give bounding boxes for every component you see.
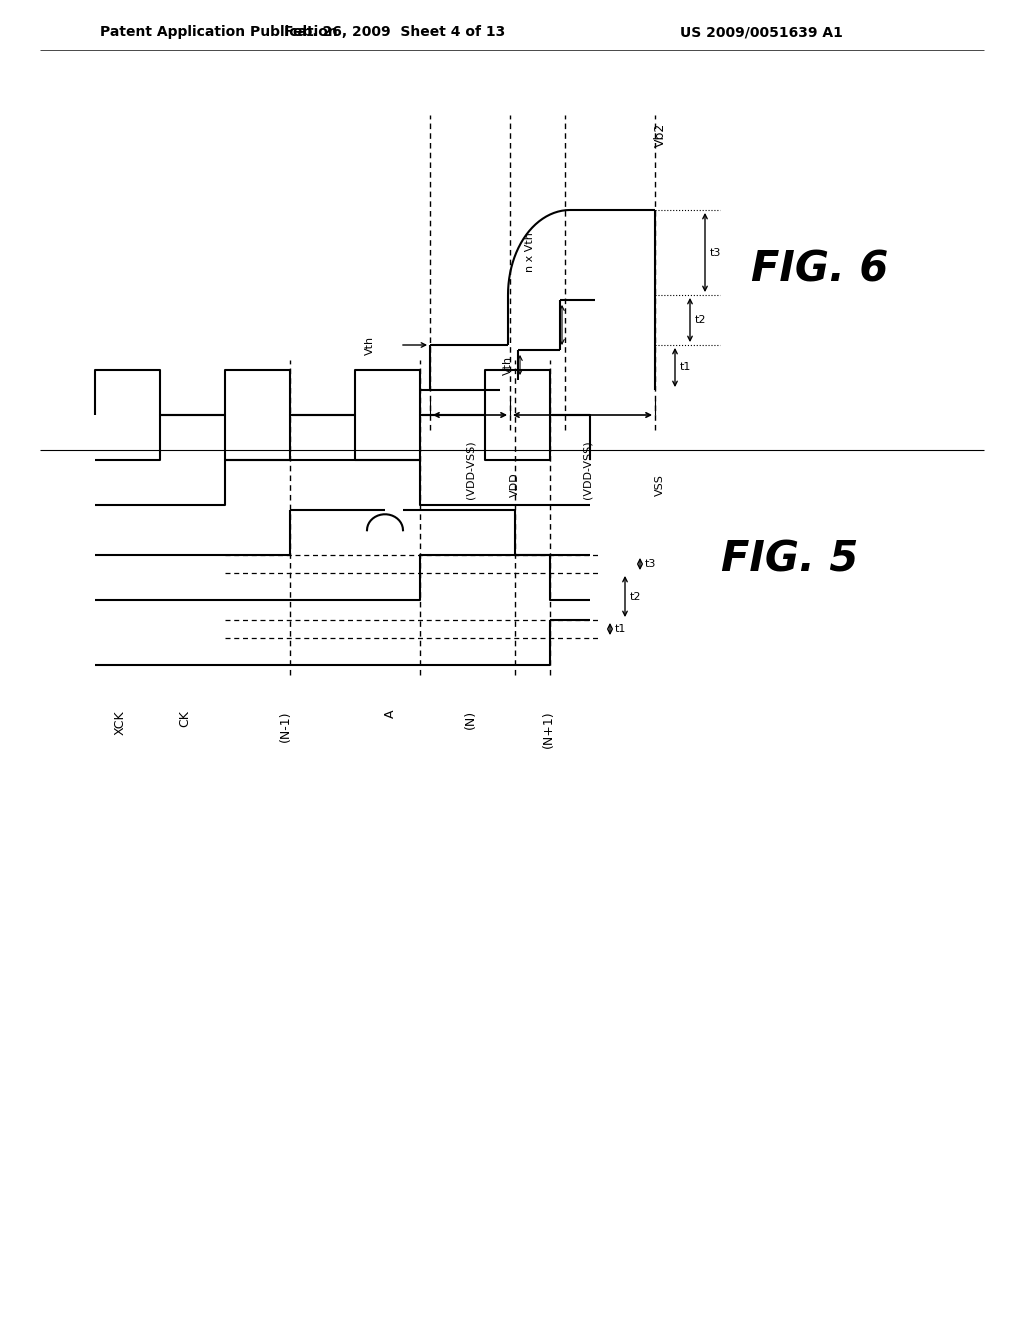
Text: XCK: XCK [114,710,127,735]
Text: t1: t1 [680,363,691,372]
Text: US 2009/0051639 A1: US 2009/0051639 A1 [680,25,843,40]
Text: A: A [384,710,396,718]
Text: (VDD-VSS): (VDD-VSS) [465,441,475,499]
Text: FIG. 5: FIG. 5 [721,539,859,581]
Text: t1: t1 [615,624,627,634]
Text: Vth: Vth [503,355,513,375]
Text: t2: t2 [695,315,707,325]
Text: VSS: VSS [655,474,665,496]
Text: Vb2: Vb2 [653,123,667,147]
Text: t3: t3 [645,558,656,569]
Text: Patent Application Publication: Patent Application Publication [100,25,338,40]
Text: Feb. 26, 2009  Sheet 4 of 13: Feb. 26, 2009 Sheet 4 of 13 [285,25,506,40]
Text: t3: t3 [710,248,721,257]
Text: FIG. 6: FIG. 6 [752,249,889,290]
Text: n x Vth: n x Vth [525,232,535,272]
Text: CK: CK [178,710,191,727]
Text: (N+1): (N+1) [542,710,555,747]
Text: Vth: Vth [365,335,375,355]
Text: (N-1): (N-1) [279,710,292,742]
Text: t2: t2 [630,591,641,602]
Text: (N): (N) [464,710,476,729]
Text: VDD: VDD [510,473,520,498]
Text: (VDD-VSS): (VDD-VSS) [583,441,593,499]
